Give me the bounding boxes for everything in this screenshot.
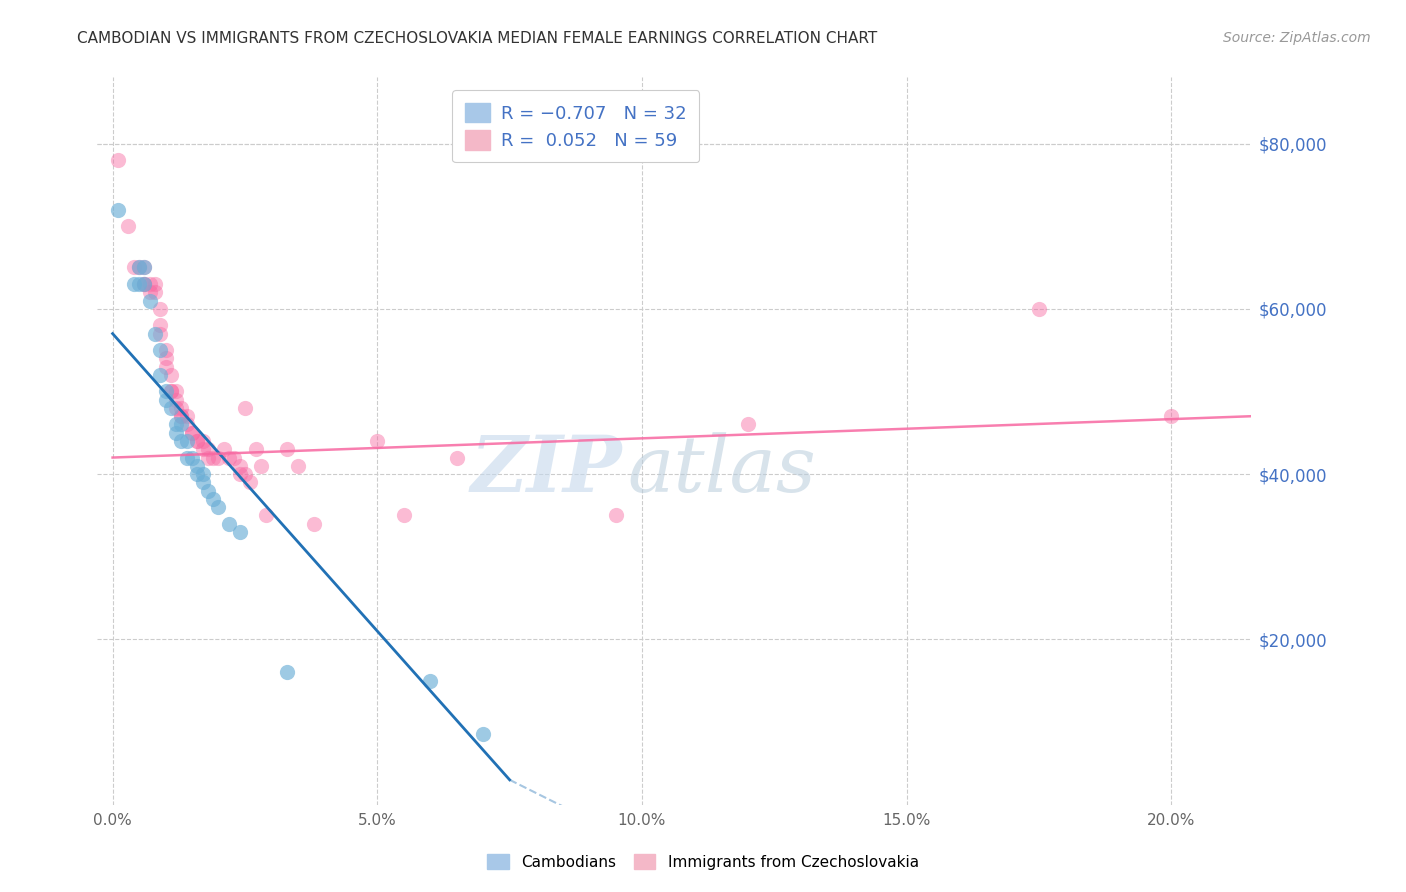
Point	[254, 508, 277, 523]
Point	[159, 368, 181, 382]
Point	[122, 260, 145, 275]
Point	[176, 409, 198, 424]
Point	[165, 384, 187, 399]
Text: ZIP: ZIP	[470, 432, 621, 508]
Point	[165, 401, 187, 415]
Point	[1160, 409, 1182, 424]
Point	[170, 401, 193, 415]
Point	[134, 260, 156, 275]
Point	[128, 260, 150, 275]
Point	[181, 450, 204, 465]
Point	[1028, 301, 1050, 316]
Point	[155, 359, 177, 374]
Point	[134, 277, 156, 291]
Legend: R = −0.707   N = 32, R =  0.052   N = 59: R = −0.707 N = 32, R = 0.052 N = 59	[453, 90, 699, 162]
Point	[117, 219, 139, 234]
Point	[197, 442, 219, 457]
Text: Source: ZipAtlas.com: Source: ZipAtlas.com	[1223, 31, 1371, 45]
Point	[149, 318, 172, 333]
Point	[366, 434, 388, 448]
Point	[202, 450, 225, 465]
Point	[186, 458, 208, 473]
Point	[276, 442, 298, 457]
Text: atlas: atlas	[627, 432, 817, 508]
Point	[239, 475, 262, 490]
Point	[143, 285, 166, 300]
Point	[218, 516, 240, 531]
Point	[419, 673, 441, 688]
Point	[446, 450, 468, 465]
Point	[245, 442, 267, 457]
Point	[138, 277, 160, 291]
Point	[149, 368, 172, 382]
Point	[605, 508, 627, 523]
Point	[155, 384, 177, 399]
Point	[197, 450, 219, 465]
Point	[176, 450, 198, 465]
Point	[170, 409, 193, 424]
Point	[138, 285, 160, 300]
Y-axis label: Median Female Earnings: Median Female Earnings	[0, 348, 7, 534]
Point	[212, 442, 235, 457]
Point	[165, 417, 187, 432]
Point	[228, 467, 250, 481]
Point	[165, 392, 187, 407]
Point	[149, 301, 172, 316]
Point	[191, 442, 214, 457]
Point	[392, 508, 415, 523]
Point	[186, 434, 208, 448]
Point	[159, 384, 181, 399]
Point	[233, 401, 256, 415]
Point	[186, 467, 208, 481]
Point	[155, 392, 177, 407]
Point	[107, 153, 129, 167]
Point	[181, 425, 204, 440]
Point	[143, 277, 166, 291]
Point	[159, 401, 181, 415]
Point	[149, 326, 172, 341]
Point	[233, 467, 256, 481]
Point	[134, 277, 156, 291]
Point	[155, 343, 177, 358]
Point	[170, 417, 193, 432]
Point	[155, 351, 177, 366]
Point	[302, 516, 325, 531]
Point	[176, 434, 198, 448]
Point	[202, 491, 225, 506]
Point	[207, 500, 229, 515]
Point	[191, 475, 214, 490]
Point	[250, 458, 273, 473]
Point	[128, 260, 150, 275]
Point	[186, 434, 208, 448]
Point	[138, 293, 160, 308]
Point	[128, 277, 150, 291]
Point	[287, 458, 309, 473]
Point	[181, 425, 204, 440]
Point	[276, 665, 298, 680]
Legend: Cambodians, Immigrants from Czechoslovakia: Cambodians, Immigrants from Czechoslovak…	[479, 846, 927, 877]
Text: CAMBODIAN VS IMMIGRANTS FROM CZECHOSLOVAKIA MEDIAN FEMALE EARNINGS CORRELATION C: CAMBODIAN VS IMMIGRANTS FROM CZECHOSLOVA…	[77, 31, 877, 46]
Point	[159, 384, 181, 399]
Point	[224, 450, 246, 465]
Point	[228, 524, 250, 539]
Point	[134, 277, 156, 291]
Point	[191, 467, 214, 481]
Point	[472, 727, 495, 741]
Point	[107, 202, 129, 217]
Point	[122, 277, 145, 291]
Point	[218, 450, 240, 465]
Point	[143, 326, 166, 341]
Point	[134, 260, 156, 275]
Point	[207, 450, 229, 465]
Point	[170, 409, 193, 424]
Point	[228, 458, 250, 473]
Point	[149, 343, 172, 358]
Point	[197, 483, 219, 498]
Point	[170, 434, 193, 448]
Point	[191, 434, 214, 448]
Point	[176, 417, 198, 432]
Point	[737, 417, 759, 432]
Point	[165, 425, 187, 440]
